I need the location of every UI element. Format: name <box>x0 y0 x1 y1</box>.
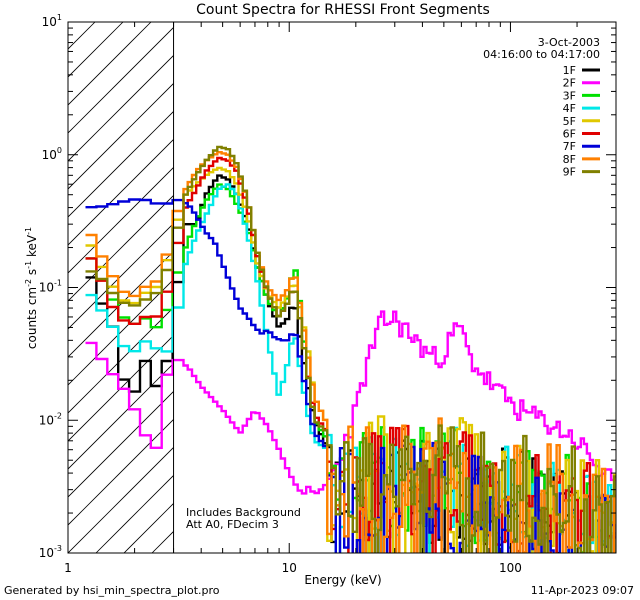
x-axis-label: Energy (keV) <box>304 573 381 587</box>
legend-label-1f: 1F <box>563 64 576 77</box>
hatch-stroke <box>68 54 174 162</box>
series-line-9f <box>85 145 616 553</box>
footer-generated-by: Generated by hsi_min_spectra_plot.pro <box>4 584 220 597</box>
hatch-stroke <box>68 222 174 330</box>
hatched-region <box>68 22 640 553</box>
y-tick-label: 10-3 <box>39 544 62 560</box>
y-tick-label: 100 <box>42 146 62 162</box>
legend-label-3f: 3F <box>563 89 576 102</box>
time-range: 04:16:00 to 04:17:00 <box>483 48 600 61</box>
hatch-stroke <box>68 390 174 498</box>
hatch-stroke <box>544 22 640 553</box>
y-axis-label: counts cm-2 s-1 keV-1 <box>24 227 39 349</box>
legend-label-5f: 5F <box>563 115 576 128</box>
hatch-stroke <box>68 250 174 358</box>
x-tick-label: 10 <box>282 561 297 575</box>
chart-title: Count Spectra for RHESSI Front Segments <box>196 2 490 18</box>
legend-label-6f: 6F <box>563 128 576 141</box>
legend-label-4f: 4F <box>563 102 576 115</box>
hatch-stroke <box>68 446 174 553</box>
legend-label-2f: 2F <box>563 77 576 90</box>
annotation-background: Includes Background <box>186 506 301 519</box>
y-tick-label: 10-2 <box>39 411 62 427</box>
series-line-2f <box>85 310 616 495</box>
footer-timestamp: 11-Apr-2023 09:07 <box>530 584 634 597</box>
observation-date: 3-Oct-2003 <box>538 36 600 49</box>
hatch-stroke <box>68 362 174 470</box>
hatch-stroke <box>68 82 174 190</box>
legend-label-9f: 9F <box>563 166 576 179</box>
y-tick-label: 101 <box>42 13 62 29</box>
y-tick-label: 10-1 <box>39 279 62 295</box>
hatch-stroke <box>68 22 124 78</box>
hatch-stroke <box>68 418 174 526</box>
hatch-stroke <box>68 26 174 134</box>
hatch-stroke <box>68 194 174 302</box>
hatch-stroke <box>68 278 174 386</box>
annotation-attenuator: Att A0, FDecim 3 <box>186 518 279 531</box>
x-tick-label: 100 <box>499 561 522 575</box>
x-tick-label: 1 <box>64 561 72 575</box>
axis-ticks: 1 10 100 101 100 10-1 10-2 10-3 <box>39 13 617 575</box>
series-line-7f <box>85 198 616 553</box>
legend-label-8f: 8F <box>563 153 576 166</box>
legend-label-7f: 7F <box>563 140 576 153</box>
